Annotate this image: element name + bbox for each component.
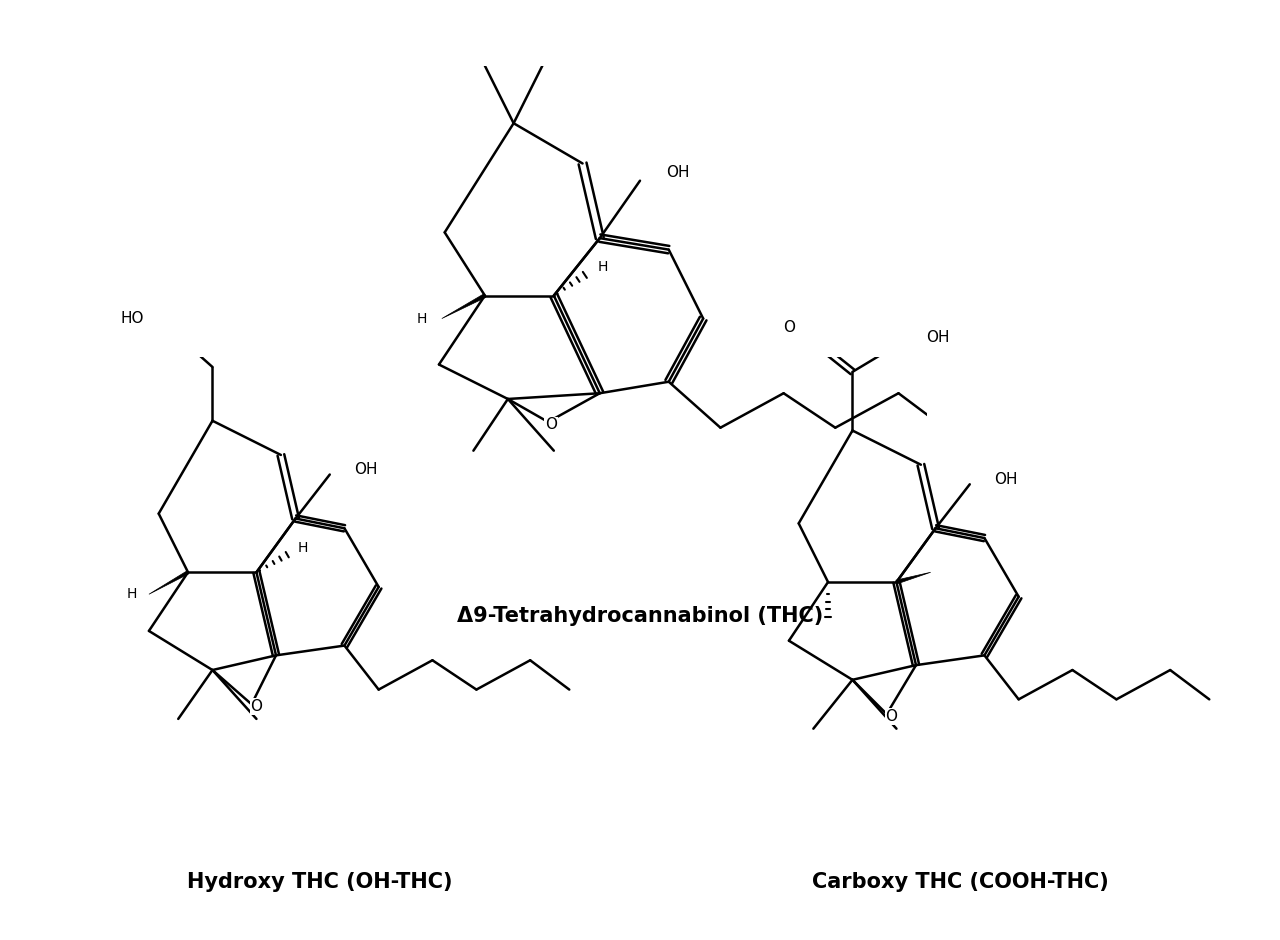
Text: O: O [251, 699, 262, 714]
Text: O: O [783, 321, 795, 336]
Text: H: H [416, 311, 428, 325]
Text: OH: OH [355, 462, 378, 478]
Text: O: O [886, 709, 897, 724]
Text: OH: OH [995, 472, 1018, 487]
Text: Carboxy THC (COOH-THC): Carboxy THC (COOH-THC) [812, 871, 1108, 892]
Text: Δ9-Tetrahydrocannabinol (THC): Δ9-Tetrahydrocannabinol (THC) [457, 605, 823, 626]
Polygon shape [896, 572, 931, 584]
Text: H: H [298, 540, 308, 555]
Text: H: H [598, 259, 608, 274]
Text: Hydroxy THC (OH-THC): Hydroxy THC (OH-THC) [187, 871, 453, 892]
Text: O: O [545, 417, 557, 432]
Polygon shape [148, 571, 189, 594]
Polygon shape [442, 294, 486, 319]
Text: H: H [127, 588, 137, 602]
Text: OH: OH [666, 164, 690, 180]
Text: HO: HO [120, 310, 145, 325]
Text: OH: OH [925, 330, 950, 345]
